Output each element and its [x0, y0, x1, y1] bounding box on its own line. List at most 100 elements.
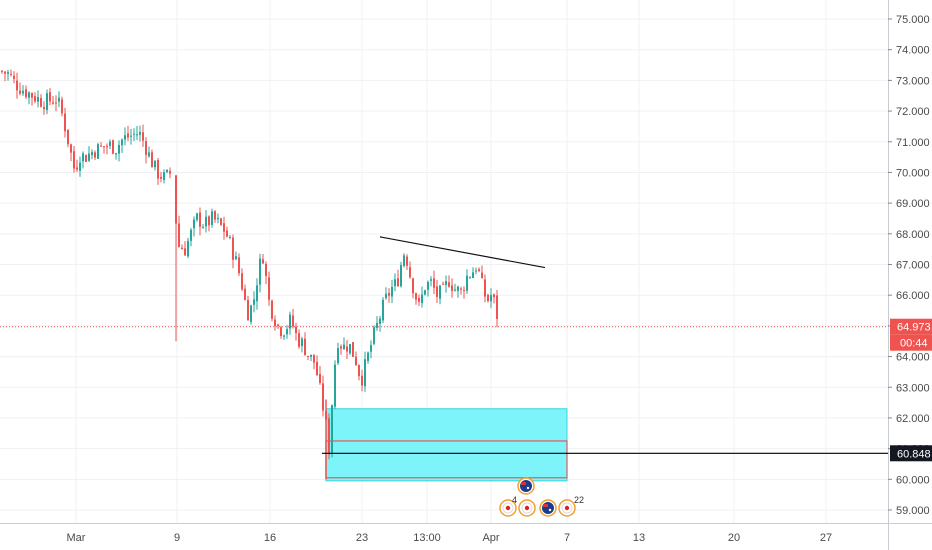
- candle-down: [151, 152, 153, 168]
- candle-down: [328, 418, 330, 455]
- candle-down: [361, 375, 363, 386]
- time-tick-label: 23: [356, 532, 368, 544]
- candle-up: [82, 153, 84, 162]
- candle-down: [238, 257, 240, 274]
- candle-down: [319, 374, 321, 383]
- candle-down: [19, 90, 21, 94]
- candle-up: [334, 364, 336, 407]
- candle-up: [259, 258, 261, 285]
- candle-up: [283, 335, 285, 337]
- candle-down: [52, 102, 54, 104]
- candle-down: [220, 218, 222, 225]
- candle-down: [184, 248, 186, 256]
- candle-down: [277, 324, 279, 326]
- candle-down: [241, 273, 243, 290]
- candle-down: [223, 223, 225, 232]
- price-axis[interactable]: 59.00060.00061.00062.00063.00064.00065.0…: [888, 0, 932, 550]
- candle-up: [391, 286, 393, 297]
- candlestick-series: [1, 69, 498, 480]
- time-tick-label: 9: [174, 532, 180, 544]
- candle-down: [481, 272, 483, 279]
- candle-up: [109, 141, 111, 146]
- candle-up: [382, 299, 384, 321]
- candle-down: [340, 346, 342, 349]
- candle-up: [202, 226, 204, 228]
- event-count-label: 2: [574, 495, 579, 505]
- candle-down: [418, 297, 420, 302]
- candle-down: [226, 230, 228, 237]
- price-tick-label: 64.000: [896, 352, 930, 364]
- drawing-layer: [0, 236, 888, 454]
- candle-down: [388, 292, 390, 296]
- candle-down: [406, 256, 408, 266]
- candle-up: [235, 256, 237, 260]
- price-tick-label: 63.000: [896, 382, 930, 394]
- candle-down: [112, 140, 114, 154]
- candle-down: [13, 75, 15, 80]
- candle-down: [322, 383, 324, 411]
- candle-down: [247, 299, 249, 321]
- candle-down: [181, 247, 183, 250]
- candle-up: [139, 132, 141, 135]
- event-count-label: 4: [512, 495, 517, 505]
- candle-up: [187, 240, 189, 257]
- candle-down: [55, 102, 57, 104]
- demand-zone: [325, 408, 568, 482]
- price-tick-label: 60.000: [896, 474, 930, 486]
- annotation-layer: [325, 408, 568, 482]
- candle-up: [229, 236, 231, 238]
- candle-up: [256, 285, 258, 302]
- flag-dot-icon: [564, 505, 570, 511]
- candle-down: [169, 170, 171, 174]
- candle-down: [106, 146, 108, 148]
- candle-down: [100, 145, 102, 147]
- candle-down: [43, 107, 45, 110]
- candle-down: [142, 132, 144, 141]
- candle-down: [280, 327, 282, 337]
- candle-down: [76, 167, 78, 170]
- candle-up: [400, 265, 402, 287]
- flag-field-icon: [520, 480, 532, 492]
- flag-union-icon: [521, 482, 526, 485]
- time-tick-label: Apr: [482, 532, 499, 544]
- candle-down: [67, 129, 69, 145]
- candle-down: [127, 133, 129, 138]
- candle-down: [94, 152, 96, 158]
- candle-down: [478, 269, 480, 272]
- candle-up: [154, 160, 156, 168]
- price-tick-label: 59.000: [896, 505, 930, 517]
- candle-down: [463, 289, 465, 291]
- time-axis[interactable]: Mar 9 16 23 13:00 Apr 7 13 20 27: [0, 523, 932, 545]
- candle-down: [268, 277, 270, 300]
- candle-up: [430, 279, 432, 281]
- price-tick-label: 71.000: [896, 137, 930, 149]
- candle-up: [349, 343, 351, 354]
- candle-down: [25, 89, 27, 97]
- candle-up: [124, 135, 126, 140]
- price-tick-label: 72.000: [896, 106, 930, 118]
- candle-down: [304, 338, 306, 356]
- candle-up: [37, 97, 39, 102]
- candle-up: [88, 153, 90, 161]
- candle-down: [451, 285, 453, 291]
- candle-down: [487, 295, 489, 301]
- candle-up: [7, 72, 9, 74]
- level-price-badge: [890, 445, 932, 462]
- price-tick-label: 73.000: [896, 75, 930, 87]
- candle-down: [1, 70, 3, 72]
- candle-up: [166, 169, 168, 172]
- candle-down: [415, 293, 417, 300]
- candle-down: [412, 278, 414, 294]
- time-tick-label: 16: [264, 532, 276, 544]
- candle-down: [70, 144, 72, 153]
- candle-down: [145, 141, 147, 155]
- flag-dot-icon: [524, 505, 530, 511]
- candle-down: [355, 356, 357, 366]
- candle-up: [91, 151, 93, 156]
- price-tick-label: 66.000: [896, 290, 930, 302]
- price-tick-label: 62.000: [896, 413, 930, 425]
- candle-up: [370, 345, 372, 352]
- price-tick-label: 74.000: [896, 45, 930, 57]
